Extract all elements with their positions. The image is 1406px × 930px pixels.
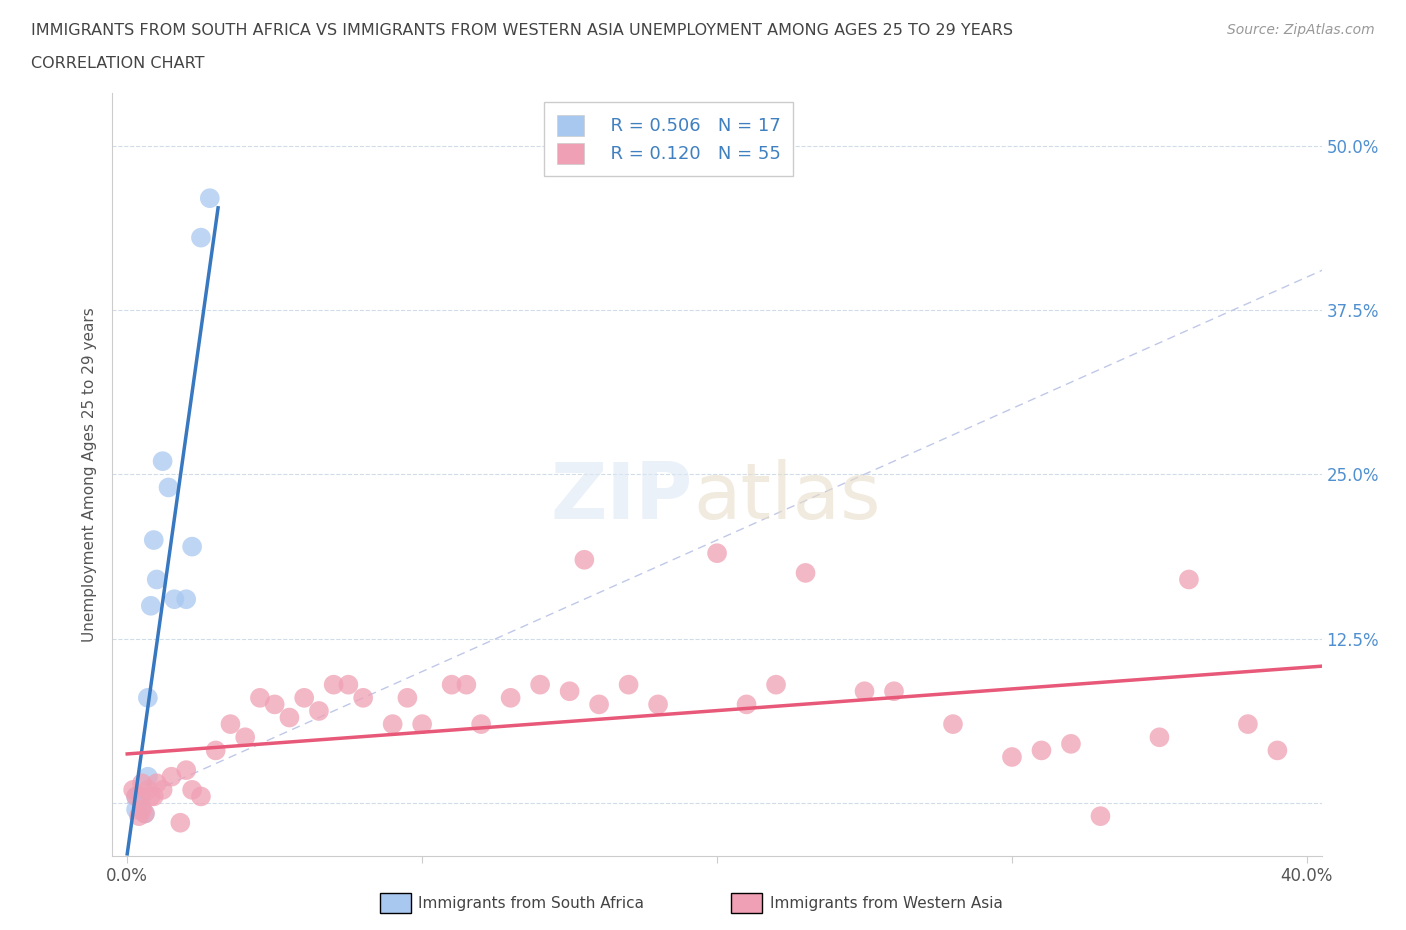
Text: Immigrants from Western Asia: Immigrants from Western Asia — [770, 896, 1004, 910]
Point — [794, 565, 817, 580]
Point — [134, 806, 156, 821]
Point — [263, 697, 285, 711]
Point — [122, 782, 145, 797]
Point — [145, 776, 167, 790]
Text: IMMIGRANTS FROM SOUTH AFRICA VS IMMIGRANTS FROM WESTERN ASIA UNEMPLOYMENT AMONG : IMMIGRANTS FROM SOUTH AFRICA VS IMMIGRAN… — [31, 23, 1012, 38]
Point — [292, 690, 315, 705]
Point — [128, 809, 150, 824]
Point — [142, 533, 165, 548]
Point — [647, 697, 669, 711]
Point — [411, 717, 433, 732]
Point — [136, 769, 159, 784]
Point — [456, 677, 478, 692]
Point — [190, 231, 212, 246]
Y-axis label: Unemployment Among Ages 25 to 29 years: Unemployment Among Ages 25 to 29 years — [82, 307, 97, 642]
Point — [136, 782, 159, 797]
Point — [942, 717, 965, 732]
Point — [198, 191, 221, 206]
Point — [1090, 809, 1112, 824]
Point — [249, 690, 271, 705]
Point — [174, 763, 197, 777]
Point — [278, 711, 301, 725]
Point — [1237, 717, 1260, 732]
Point — [139, 789, 162, 804]
Point — [470, 717, 492, 732]
Point — [308, 703, 330, 718]
Point — [1031, 743, 1053, 758]
Point — [381, 717, 404, 732]
Point — [574, 552, 596, 567]
Point — [352, 690, 374, 705]
Point — [131, 789, 153, 804]
Point — [142, 789, 165, 804]
Text: CORRELATION CHART: CORRELATION CHART — [31, 56, 204, 71]
Point — [440, 677, 463, 692]
Text: atlas: atlas — [693, 459, 880, 535]
Point — [190, 789, 212, 804]
Point — [125, 789, 148, 804]
Point — [145, 572, 167, 587]
Point — [204, 743, 226, 758]
Point — [169, 816, 191, 830]
Point — [219, 717, 242, 732]
Text: Source: ZipAtlas.com: Source: ZipAtlas.com — [1227, 23, 1375, 37]
Point — [322, 677, 344, 692]
Point — [765, 677, 787, 692]
Point — [125, 803, 148, 817]
Point — [157, 480, 180, 495]
Point — [883, 684, 905, 698]
Point — [163, 591, 186, 606]
Point — [174, 591, 197, 606]
Point — [125, 789, 148, 804]
Point — [233, 730, 256, 745]
Point — [1267, 743, 1289, 758]
Point — [337, 677, 360, 692]
Point — [181, 539, 204, 554]
Point — [1001, 750, 1024, 764]
Point — [131, 776, 153, 790]
Point — [160, 769, 183, 784]
Point — [152, 454, 174, 469]
Text: Immigrants from South Africa: Immigrants from South Africa — [418, 896, 644, 910]
Point — [499, 690, 522, 705]
Point — [735, 697, 758, 711]
Point — [1060, 737, 1083, 751]
Point — [529, 677, 551, 692]
Point — [128, 789, 150, 804]
Point — [152, 782, 174, 797]
Point — [1149, 730, 1171, 745]
Point — [396, 690, 419, 705]
Point — [134, 806, 156, 821]
Point — [617, 677, 640, 692]
Point — [131, 803, 153, 817]
Text: ZIP: ZIP — [551, 459, 693, 535]
Legend:   R = 0.506   N = 17,   R = 0.120   N = 55: R = 0.506 N = 17, R = 0.120 N = 55 — [544, 102, 793, 177]
Point — [558, 684, 581, 698]
Point — [181, 782, 204, 797]
Point — [706, 546, 728, 561]
Point — [139, 598, 162, 613]
Point — [136, 690, 159, 705]
Point — [588, 697, 610, 711]
Point — [853, 684, 876, 698]
Point — [1178, 572, 1201, 587]
